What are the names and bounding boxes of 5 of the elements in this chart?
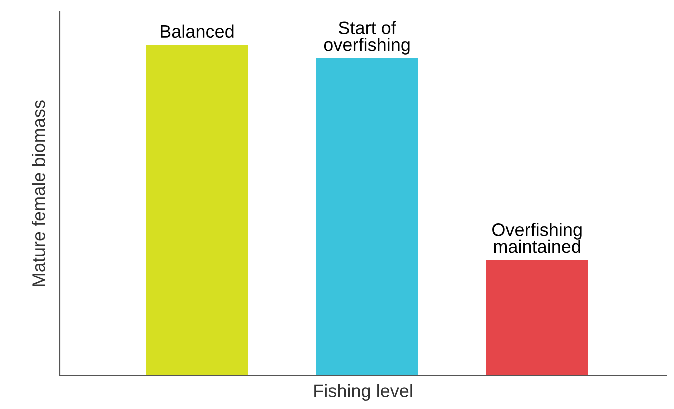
x-tick-label: Overfishing maintained [492,223,582,254]
x-axis-title: Fishing level [314,384,412,402]
x-tick-label: Start of overfishing [324,21,410,55]
y-axis-title: Mature female biomass [32,100,46,286]
x-tick-label: Balanced [161,24,234,38]
